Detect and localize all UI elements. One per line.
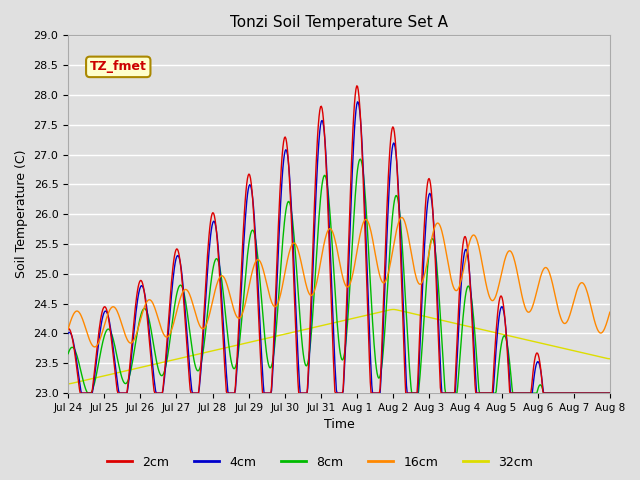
- Text: TZ_fmet: TZ_fmet: [90, 60, 147, 73]
- X-axis label: Time: Time: [324, 419, 355, 432]
- Legend: 2cm, 4cm, 8cm, 16cm, 32cm: 2cm, 4cm, 8cm, 16cm, 32cm: [102, 451, 538, 474]
- Title: Tonzi Soil Temperature Set A: Tonzi Soil Temperature Set A: [230, 15, 448, 30]
- Y-axis label: Soil Temperature (C): Soil Temperature (C): [15, 150, 28, 278]
